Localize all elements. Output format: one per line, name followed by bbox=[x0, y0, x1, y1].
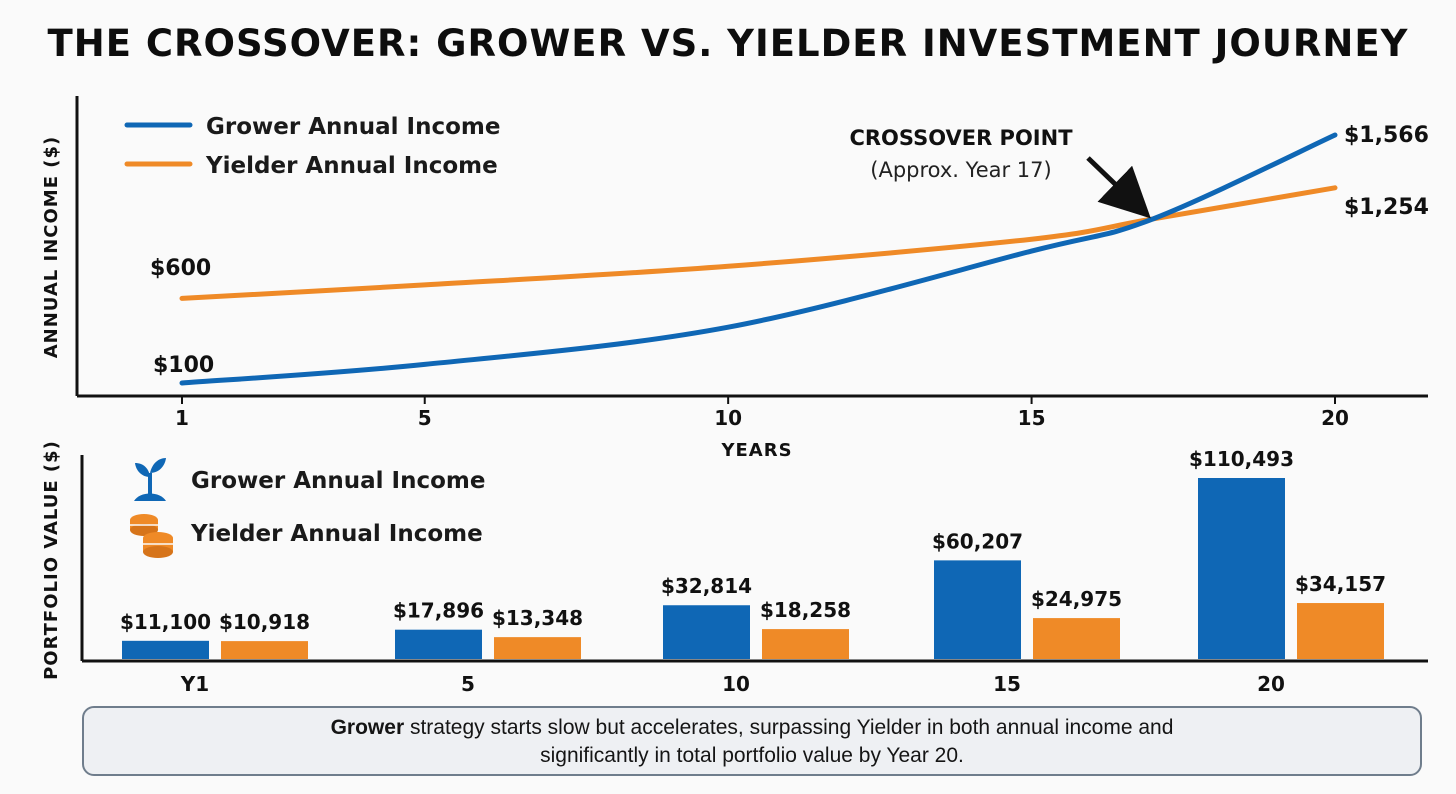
summary-bold-word: Grower bbox=[330, 716, 405, 739]
coin-stack-icon bbox=[130, 514, 173, 558]
yielder-bar-value-label: $13,348 bbox=[492, 606, 583, 630]
legend-yielder-bar-label: Yielder Annual Income bbox=[190, 521, 483, 547]
grower-bar bbox=[934, 560, 1021, 659]
x-tick-label: 1 bbox=[175, 406, 189, 430]
plant-sprout-icon bbox=[134, 458, 166, 501]
yielder-income-line bbox=[179, 185, 1338, 301]
grower-bar-value-label: $60,207 bbox=[932, 529, 1023, 553]
legend-yielder-line-label: Yielder Annual Income bbox=[205, 153, 498, 179]
x-tick-label: 15 bbox=[1018, 406, 1046, 430]
summary-line2: significantly in total portfolio value b… bbox=[540, 744, 964, 767]
bar-category-label: 15 bbox=[993, 672, 1021, 696]
legend-grower-bar-label: Grower Annual Income bbox=[191, 468, 486, 494]
grower-end-label: $1,566 bbox=[1344, 123, 1429, 148]
bar-chart-y-axis-label: PORTFOLIO VALUE ($) bbox=[41, 440, 62, 680]
yielder-bar bbox=[762, 629, 849, 659]
yielder-bar-value-label: $10,918 bbox=[219, 610, 310, 634]
bar-category-label: 5 bbox=[461, 672, 475, 696]
grower-start-label: $100 bbox=[153, 353, 214, 378]
line-chart-y-axis-label: ANNUAL INCOME ($) bbox=[41, 136, 62, 359]
grower-bar bbox=[122, 640, 209, 659]
summary-callout: Grower strategy starts slow but accelera… bbox=[82, 706, 1422, 776]
crossover-annotation-title: CROSSOVER POINT bbox=[849, 126, 1073, 150]
grower-bar bbox=[395, 629, 482, 659]
yielder-start-label: $600 bbox=[150, 256, 211, 281]
bar-category-label: Y1 bbox=[180, 672, 209, 696]
x-tick-label: 5 bbox=[418, 406, 432, 430]
grower-bar-value-label: $17,896 bbox=[393, 599, 484, 623]
yielder-bar bbox=[1033, 618, 1120, 659]
yielder-bar-value-label: $24,975 bbox=[1031, 587, 1122, 611]
grower-bar-value-label: $110,493 bbox=[1189, 447, 1294, 471]
grower-bar-value-label: $32,814 bbox=[661, 574, 752, 598]
page-title: THE CROSSOVER: GROWER VS. YIELDER INVEST… bbox=[47, 22, 1409, 65]
yielder-bar bbox=[494, 637, 581, 659]
bar-category-label: 10 bbox=[722, 672, 750, 696]
summary-line1: strategy starts slow but accelerates, su… bbox=[404, 716, 1174, 739]
bar-category-label: 20 bbox=[1257, 672, 1285, 696]
yielder-bar bbox=[1297, 603, 1384, 659]
grower-income-line bbox=[179, 132, 1338, 386]
legend-grower-line-label: Grower Annual Income bbox=[206, 114, 501, 140]
x-tick-label: 10 bbox=[714, 406, 742, 430]
grower-bar bbox=[663, 605, 750, 659]
x-tick-label: 20 bbox=[1321, 406, 1349, 430]
yielder-bar bbox=[221, 641, 308, 659]
yielder-bar-value-label: $34,157 bbox=[1295, 572, 1386, 596]
yielder-bar-value-label: $18,258 bbox=[760, 598, 851, 622]
grower-bar bbox=[1198, 478, 1285, 659]
crossover-arrow bbox=[1086, 156, 1151, 219]
line-chart-x-axis-label: YEARS bbox=[720, 440, 792, 461]
grower-bar-value-label: $11,100 bbox=[120, 610, 211, 634]
yielder-end-label: $1,254 bbox=[1344, 195, 1429, 220]
crossover-annotation-subtitle: (Approx. Year 17) bbox=[870, 158, 1051, 182]
